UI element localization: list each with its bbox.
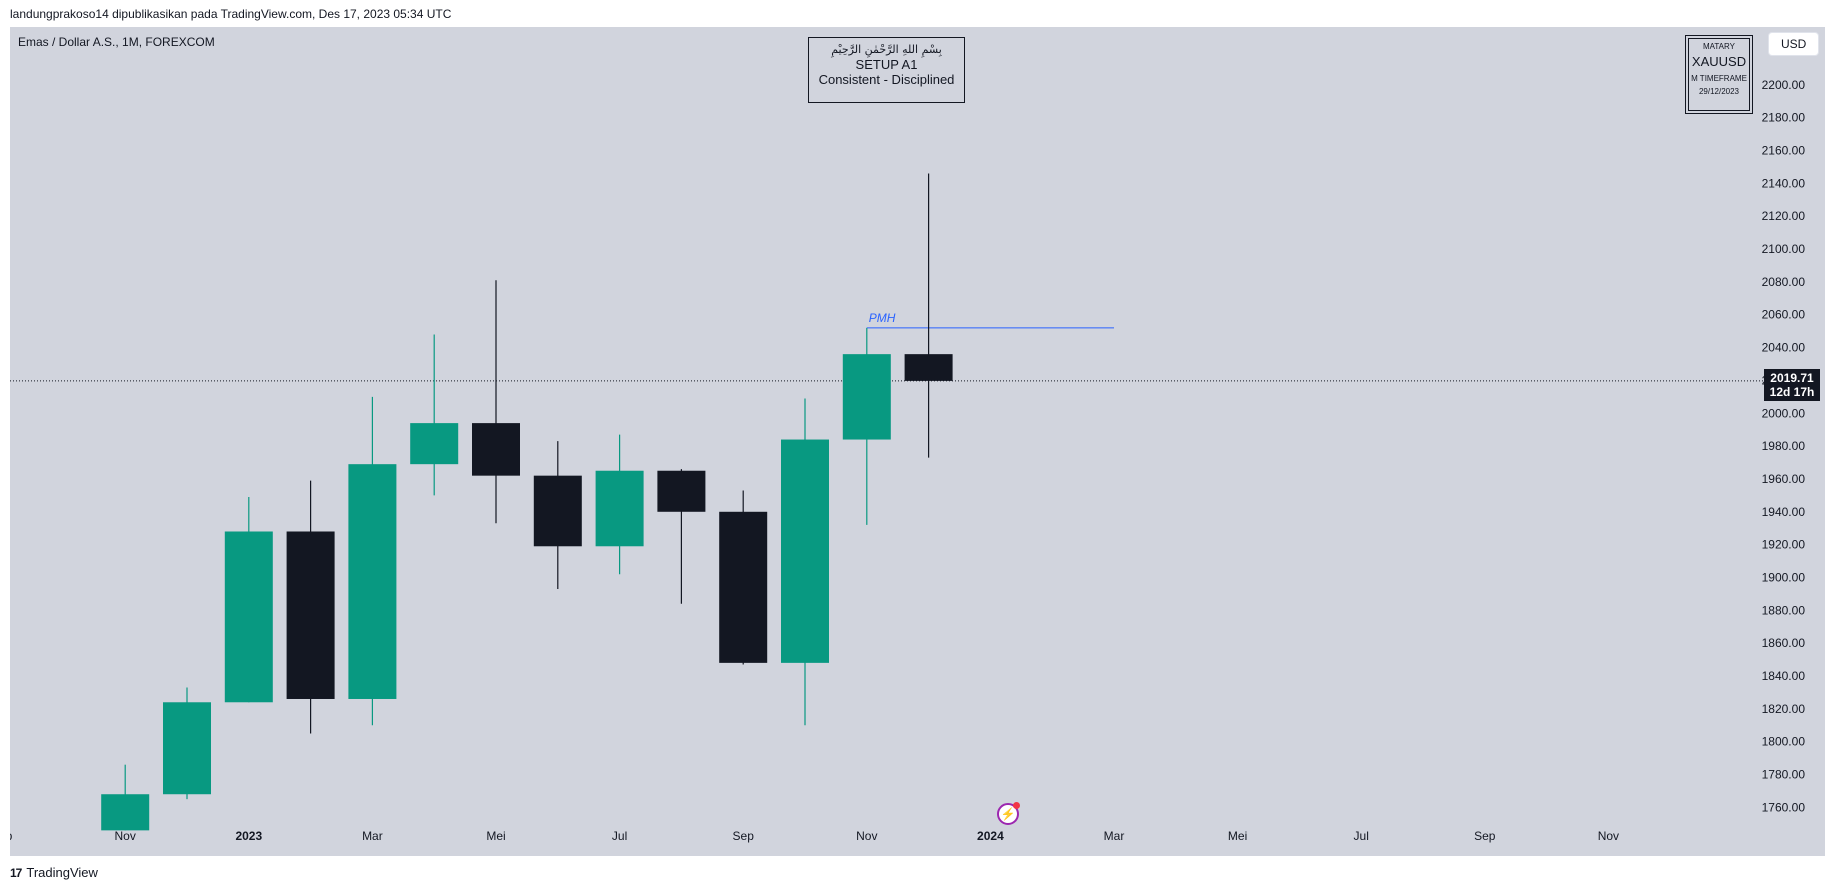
candle-body: [472, 423, 520, 476]
bar-countdown: 12d 17h: [1769, 385, 1815, 399]
y-tick-label: 2180.00: [1762, 111, 1806, 125]
x-tick-label: 2023: [235, 829, 262, 843]
info-box: MATARY XAUUSD M TIMEFRAME 29/12/2023: [1685, 35, 1753, 114]
last-price-value: 2019.71: [1770, 371, 1814, 385]
x-tick-label: Mar: [1104, 829, 1125, 843]
currency-button[interactable]: USD: [1768, 32, 1819, 56]
x-tick-label: Sep: [10, 829, 13, 843]
setup-title: SETUP A1: [855, 57, 918, 72]
basmala-text: بِسْمِ اللهِ الرَّحْمٰنِ الرَّحِيْمِ: [831, 43, 942, 56]
y-tick-label: 2000.00: [1762, 406, 1806, 420]
candle-body: [163, 702, 211, 795]
y-tick-label: 1880.00: [1762, 603, 1806, 617]
candle-body: [719, 511, 768, 663]
notification-dot: [1013, 802, 1020, 809]
candle-body: [410, 423, 459, 465]
candle-body: [224, 531, 273, 703]
symbol-title: Emas / Dollar A.S., 1M, FOREXCOM: [18, 35, 215, 49]
setup-motto: Consistent - Disciplined: [818, 72, 955, 87]
y-tick-label: 1900.00: [1762, 570, 1806, 584]
price-chart[interactable]: 2200.00 2180.00 2160.00 2140.00 2120.00 2100.…: [10, 27, 1825, 856]
y-tick-label: 2140.00: [1762, 176, 1806, 190]
x-tick-label: Mei: [486, 829, 505, 843]
y-tick-label: 1980.00: [1762, 439, 1806, 453]
y-tick-label: 2100.00: [1762, 242, 1806, 256]
y-tick-label: 2040.00: [1762, 341, 1806, 355]
info-brand: MATARY: [1702, 42, 1735, 51]
candle-body: [533, 475, 582, 547]
info-date: 29/12/2023: [1698, 87, 1740, 96]
y-tick-label: 2060.00: [1762, 308, 1806, 322]
x-tick-label: Nov: [115, 829, 136, 843]
info-symbol: XAUUSD: [1691, 54, 1747, 69]
tradingview-logo-icon: 17: [10, 865, 22, 880]
last-price-tag: 2019.71 12d 17h: [1764, 369, 1820, 401]
lightning-icon[interactable]: ⚡: [997, 802, 1020, 825]
footer-brand[interactable]: 17 TradingView: [10, 865, 98, 880]
pmh-label: PMH: [869, 311, 896, 325]
x-tick-label: Nov: [856, 829, 877, 843]
candle-body: [904, 354, 953, 381]
candle-body: [657, 470, 706, 512]
candle-body: [348, 464, 397, 699]
x-tick-label: Jul: [1354, 829, 1369, 843]
candle-body: [595, 470, 644, 547]
footer-brand-text: TradingView: [26, 865, 98, 880]
y-tick-label: 1780.00: [1762, 768, 1806, 782]
x-tick-label: Nov: [1598, 829, 1619, 843]
y-tick-label: 2080.00: [1762, 275, 1806, 289]
y-tick-label: 1940.00: [1762, 505, 1806, 519]
candle-body: [101, 794, 150, 831]
x-tick-label: Sep: [1474, 829, 1496, 843]
y-tick-label: 1860.00: [1762, 636, 1806, 650]
setup-text-box: بِسْمِ اللهِ الرَّحْمٰنِ الرَّحِيْمِ SET…: [808, 37, 965, 103]
info-timeframe: M TIMEFRAME: [1691, 74, 1747, 83]
candle-body: [781, 439, 829, 663]
candle-body: [286, 531, 335, 699]
y-tick-label: 1840.00: [1762, 669, 1806, 683]
y-tick-label: 1920.00: [1762, 538, 1806, 552]
y-tick-label: 2200.00: [1762, 78, 1806, 92]
publisher-line: landungprakoso14 dipublikasikan pada Tra…: [10, 7, 452, 21]
y-tick-label: 1960.00: [1762, 472, 1806, 486]
y-tick-label: 2160.00: [1762, 144, 1806, 158]
x-tick-label: Mei: [1228, 829, 1247, 843]
y-tick-label: 1760.00: [1762, 800, 1806, 814]
y-tick-label: 1800.00: [1762, 735, 1806, 749]
y-tick-label: 2120.00: [1762, 209, 1806, 223]
y-tick-label: 1820.00: [1762, 702, 1806, 716]
x-tick-label: 2024: [977, 829, 1004, 843]
x-tick-label: Jul: [612, 829, 627, 843]
x-tick-label: Mar: [362, 829, 383, 843]
x-tick-label: Sep: [733, 829, 755, 843]
candle-body: [842, 354, 891, 440]
chart-area[interactable]: 2200.00 2180.00 2160.00 2140.00 2120.00 2100.…: [10, 27, 1825, 856]
